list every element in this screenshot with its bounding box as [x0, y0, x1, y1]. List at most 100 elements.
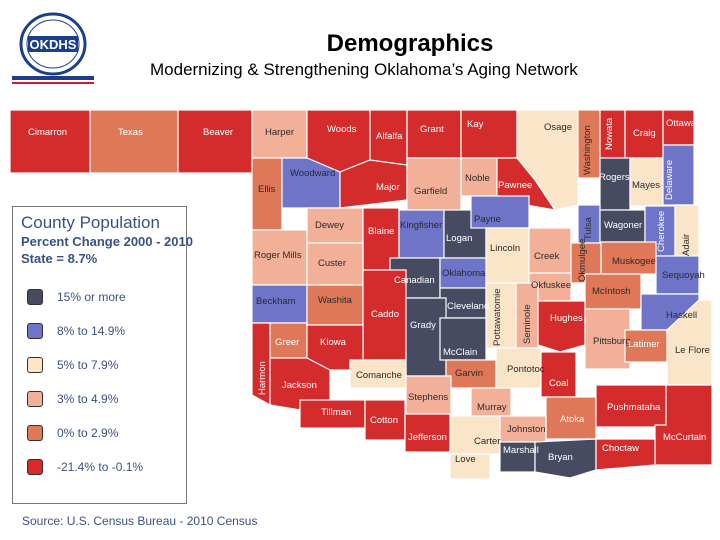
label-okfuskee: Okfuskee [531, 280, 571, 291]
county-greer [269, 322, 308, 359]
county-carter [449, 415, 501, 455]
label-garfield: Garfield [414, 186, 447, 197]
label-ellis: Ellis [258, 184, 276, 195]
county-muskogee [600, 241, 657, 275]
label-beaver: Beaver [203, 127, 233, 138]
county-sequoyah [655, 255, 700, 295]
label-payne: Payne [474, 214, 501, 225]
label-lincoln: Lincoln [490, 243, 520, 254]
label-kay: Kay [467, 119, 484, 130]
label-tulsa: Tulsa [583, 216, 594, 240]
label-bryan: Bryan [548, 452, 573, 463]
label-jackson: Jackson [282, 380, 317, 391]
page-subtitle: Modernizing & Strengthening Oklahoma’s A… [150, 60, 578, 79]
label-greer: Greer [275, 337, 299, 348]
legend-label: 5% to 7.9% [57, 358, 119, 372]
label-nowata: Nowata [604, 117, 615, 150]
label-osage: Osage [544, 122, 572, 133]
label-canadian: Canadian [394, 275, 435, 286]
county-custer [306, 242, 364, 286]
label-kingfisher: Kingfisher [400, 220, 442, 231]
county-wagoner [599, 209, 646, 243]
label-harmon: Harmon [257, 361, 268, 395]
county-oklahoma [439, 257, 487, 289]
label-rogers: Rogers [599, 172, 630, 183]
label-love: Love [455, 454, 476, 465]
legend-title: County Population [21, 213, 160, 232]
county-pushmataha [595, 384, 667, 428]
county-beaver [177, 109, 253, 174]
oklahoma-county-map: Cimarron Texas Beaver Harper Woods Alfal… [9, 109, 713, 480]
label-caddo: Caddo [371, 309, 399, 320]
label-beckham: Beckham [256, 296, 296, 307]
county-love [449, 453, 491, 480]
county-garfield [406, 157, 462, 211]
page-title: Demographics [326, 30, 494, 57]
label-grant: Grant [420, 124, 444, 135]
label-custer: Custer [318, 258, 346, 269]
source-note: Source: U.S. Census Bureau - 2010 Census [22, 514, 258, 528]
legend-label: 0% to 2.9% [57, 426, 119, 440]
label-haskell: Haskell [666, 310, 697, 321]
label-oklahoma: Oklahoma [442, 268, 486, 279]
label-harper: Harper [265, 127, 294, 138]
legend-subtitle: Percent Change 2000 - 2010 [21, 234, 193, 249]
label-murray: Murray [477, 402, 507, 413]
legend-label: 3% to 4.9% [57, 392, 119, 406]
county-cotton [364, 399, 406, 441]
label-marshall: Marshall [503, 445, 539, 456]
label-washington: Washington [582, 125, 593, 175]
label-cotton: Cotton [370, 415, 398, 426]
label-wagoner: Wagoner [604, 220, 642, 231]
county-le-flore [666, 299, 713, 386]
county-comanche [349, 359, 407, 389]
label-washita: Washita [318, 295, 353, 306]
label-cimarron: Cimarron [28, 127, 67, 138]
county-roger-mills [251, 229, 308, 286]
label-major: Major [376, 182, 400, 193]
county-dewey [306, 207, 364, 244]
label-grady: Grady [410, 320, 436, 331]
label-le-flore: Le Flore [675, 345, 710, 356]
county-craig [624, 109, 664, 159]
label-pushmataha: Pushmataha [607, 402, 661, 413]
label-sequoyah: Sequoyah [662, 270, 705, 281]
label-mcclain: McClain [443, 347, 477, 358]
county-latimer [624, 329, 668, 363]
label-delaware: Delaware [664, 160, 675, 200]
label-muskogee: Muskogee [612, 256, 656, 267]
legend-label: -21.4% to -0.1% [57, 460, 144, 474]
label-coal: Coal [549, 378, 569, 389]
label-mcintosh: McIntosh [592, 286, 631, 297]
label-pawnee: Pawnee [498, 180, 532, 191]
county-alfalfa [369, 109, 408, 166]
county-johnston [499, 415, 547, 443]
label-woods: Woods [327, 124, 357, 135]
map-legend: County Population Percent Change 2000 - … [12, 206, 193, 504]
label-adair: Adair [681, 234, 692, 256]
label-atoka: Atoka [560, 414, 585, 425]
okdhs-logo: OKDHS [12, 12, 94, 84]
county-grant [406, 109, 462, 159]
county-rogers [599, 157, 631, 211]
label-comanche: Comanche [356, 370, 402, 381]
label-stephens: Stephens [408, 392, 448, 403]
label-tillman: Tillman [321, 407, 351, 418]
county-kay [460, 109, 518, 159]
label-kiowa: Kiowa [320, 337, 347, 348]
legend-swatch [27, 425, 43, 441]
label-woodward: Woodward [290, 168, 335, 179]
county-coal [540, 351, 577, 398]
label-ottawa: Ottawa [666, 118, 697, 129]
county-jefferson [404, 413, 451, 453]
county-choctaw [595, 438, 656, 471]
label-carter: Carter [474, 436, 500, 447]
label-mccurtain: McCurtain [663, 432, 706, 443]
legend-swatch [27, 323, 43, 339]
county-cimarron [9, 109, 91, 174]
legend-swatch [27, 391, 43, 407]
label-cleveland: Cleveland [447, 301, 489, 312]
county-lincoln [485, 227, 530, 284]
label-craig: Craig [633, 128, 656, 139]
logo-text: OKDHS [30, 37, 77, 52]
